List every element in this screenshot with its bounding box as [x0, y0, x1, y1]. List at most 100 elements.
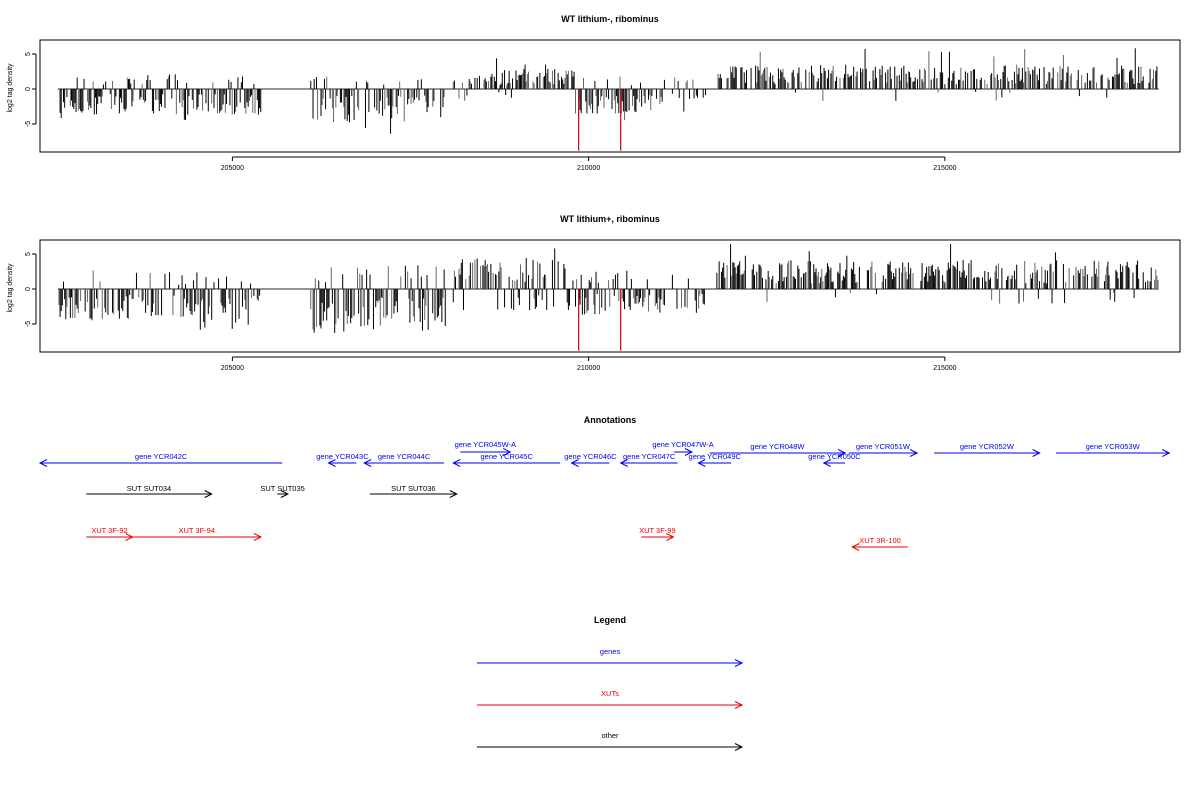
legend: Legend genes XUTs other — [477, 615, 744, 751]
coverage-panel-lithium-minus: WT lithium-, ribominus log2 tag density … — [7, 14, 1181, 172]
feature-sut-sut035: SUT SUT035 — [260, 484, 305, 498]
feature-label: gene YCR052W — [960, 442, 1015, 451]
feature-gene-ycr050c: gene YCR050C — [808, 452, 861, 467]
feature-label: gene YCR044C — [378, 452, 431, 461]
y-tick-label: -5 — [25, 321, 32, 327]
x-tick-label: 205000 — [221, 365, 244, 372]
arrow-right-icon — [253, 533, 262, 541]
feature-label: SUT SUT035 — [260, 484, 304, 493]
arrow-right-icon — [1162, 449, 1171, 457]
x-axis: 205000 210000 215000 — [221, 156, 957, 172]
arrow-right-icon — [909, 449, 919, 457]
feature-label: gene YCR050C — [808, 452, 861, 461]
legend-label: other — [601, 731, 619, 740]
feature-label: SUT SUT034 — [127, 484, 171, 493]
feature-xut-3f-99: XUT 3F-99 — [639, 526, 676, 541]
coverage-panel-lithium-plus: WT lithium+, ribominus log2 tag density … — [7, 214, 1181, 372]
arrow-right-icon — [734, 743, 744, 751]
feature-xut-3r-100: XUT 3R-100 — [851, 536, 908, 551]
feature-gene-ycr046c: gene YCR046C — [564, 452, 617, 467]
arrow-right-icon — [837, 449, 847, 457]
feature-sut-sut036: SUT SUT036 — [369, 484, 458, 498]
arrow-right-icon — [449, 490, 458, 498]
arrow-right-icon — [734, 659, 744, 667]
y-axis-label: log2 tag density — [7, 63, 14, 113]
legend-entries: genes XUTs other — [477, 647, 744, 751]
feature-sut-sut034: SUT SUT034 — [86, 484, 213, 498]
plot-frame — [39, 39, 1181, 153]
annotations-title: Annotations — [584, 415, 637, 425]
arrow-right-icon — [666, 533, 675, 541]
x-tick-label: 210000 — [577, 165, 600, 172]
feature-label: XUT 3R-100 — [859, 536, 901, 545]
feature-label: gene YCR042C — [135, 452, 188, 461]
arrow-left-icon — [452, 459, 461, 467]
feature-gene-ycr049c: gene YCR049C — [689, 452, 742, 467]
y-tick-label: 0 — [25, 87, 32, 91]
feature-label: gene YCR046C — [564, 452, 617, 461]
y-axis: -5 0 5 — [25, 52, 37, 127]
arrow-right-icon — [684, 448, 694, 456]
feature-gene-ycr048w: gene YCR048W — [709, 442, 847, 457]
y-tick-label: -5 — [25, 121, 32, 127]
arrow-left-icon — [697, 459, 706, 467]
legend-label: XUTs — [601, 689, 619, 698]
arrow-left-icon — [619, 459, 628, 467]
y-axis: -5 0 5 — [25, 252, 37, 327]
x-tick-label: 210000 — [577, 365, 600, 372]
x-axis: 205000 210000 215000 — [221, 356, 957, 372]
feature-label: gene YCR045C — [480, 452, 533, 461]
arrow-left-icon — [363, 459, 372, 467]
arrow-left-icon — [38, 459, 48, 467]
feature-label: gene YCR047W-A — [652, 440, 713, 449]
plot-frame — [39, 239, 1181, 353]
feature-label: gene YCR053W — [1086, 442, 1141, 451]
y-tick-label: 0 — [25, 287, 32, 291]
feature-label: SUT SUT036 — [391, 484, 435, 493]
feature-label: gene YCR051W — [856, 442, 911, 451]
feature-label: gene YCR049C — [689, 452, 742, 461]
feature-gene-ycr051w: gene YCR051W — [848, 442, 919, 457]
coverage-bars — [57, 48, 1159, 151]
feature-gene-ycr043c: gene YCR043C — [316, 452, 369, 467]
feature-label: gene YCR043C — [316, 452, 369, 461]
feature-label: gene YCR047C — [623, 452, 676, 461]
arrow-right-icon — [204, 490, 213, 498]
feature-gene-ycr044c: gene YCR044C — [363, 452, 444, 467]
feature-gene-ycr042c: gene YCR042C — [38, 452, 283, 467]
coverage-bars — [57, 244, 1159, 351]
feature-xut-3f-92: XUT 3F-92 — [86, 526, 134, 541]
arrow-left-icon — [570, 459, 579, 467]
y-tick-label: 5 — [25, 52, 32, 56]
panel-title: WT lithium-, ribominus — [561, 14, 659, 24]
feature-label: gene YCR048W — [750, 442, 805, 451]
x-tick-label: 205000 — [221, 165, 244, 172]
annotations-track: Annotations gene YCR042C gene YCR043C gene… — [38, 415, 1171, 551]
legend-entry-genes: genes — [477, 647, 744, 667]
feature-label: XUT 3F-94 — [178, 526, 215, 535]
feature-gene-ycr047w-a: gene YCR047W-A — [652, 440, 714, 456]
feature-gene-ycr045w-a: gene YCR045W-A — [455, 440, 516, 456]
arrow-left-icon — [851, 543, 860, 551]
y-axis-label: log2 tag density — [7, 263, 14, 313]
feature-gene-ycr045c: gene YCR045C — [452, 452, 561, 467]
arrow-left-icon — [327, 459, 336, 467]
arrow-right-icon — [280, 490, 290, 498]
feature-label: gene YCR045W-A — [455, 440, 516, 449]
feature-gene-ycr052w: gene YCR052W — [934, 442, 1041, 457]
x-tick-label: 215000 — [933, 165, 956, 172]
arrow-right-icon — [734, 701, 744, 709]
feature-gene-ycr053w: gene YCR053W — [1056, 442, 1171, 457]
x-tick-label: 215000 — [933, 365, 956, 372]
feature-label: XUT 3F-92 — [91, 526, 128, 535]
arrow-left-icon — [822, 459, 831, 467]
feature-gene-ycr047c: gene YCR047C — [619, 452, 678, 467]
panel-title: WT lithium+, ribominus — [560, 214, 660, 224]
legend-title: Legend — [594, 615, 626, 625]
y-tick-label: 5 — [25, 252, 32, 256]
arrow-right-icon — [1032, 449, 1041, 457]
legend-label: genes — [600, 647, 621, 656]
legend-entry-other: other — [477, 731, 744, 751]
annotation-features: gene YCR042C gene YCR043C gene YCR044C gene… — [38, 440, 1171, 551]
